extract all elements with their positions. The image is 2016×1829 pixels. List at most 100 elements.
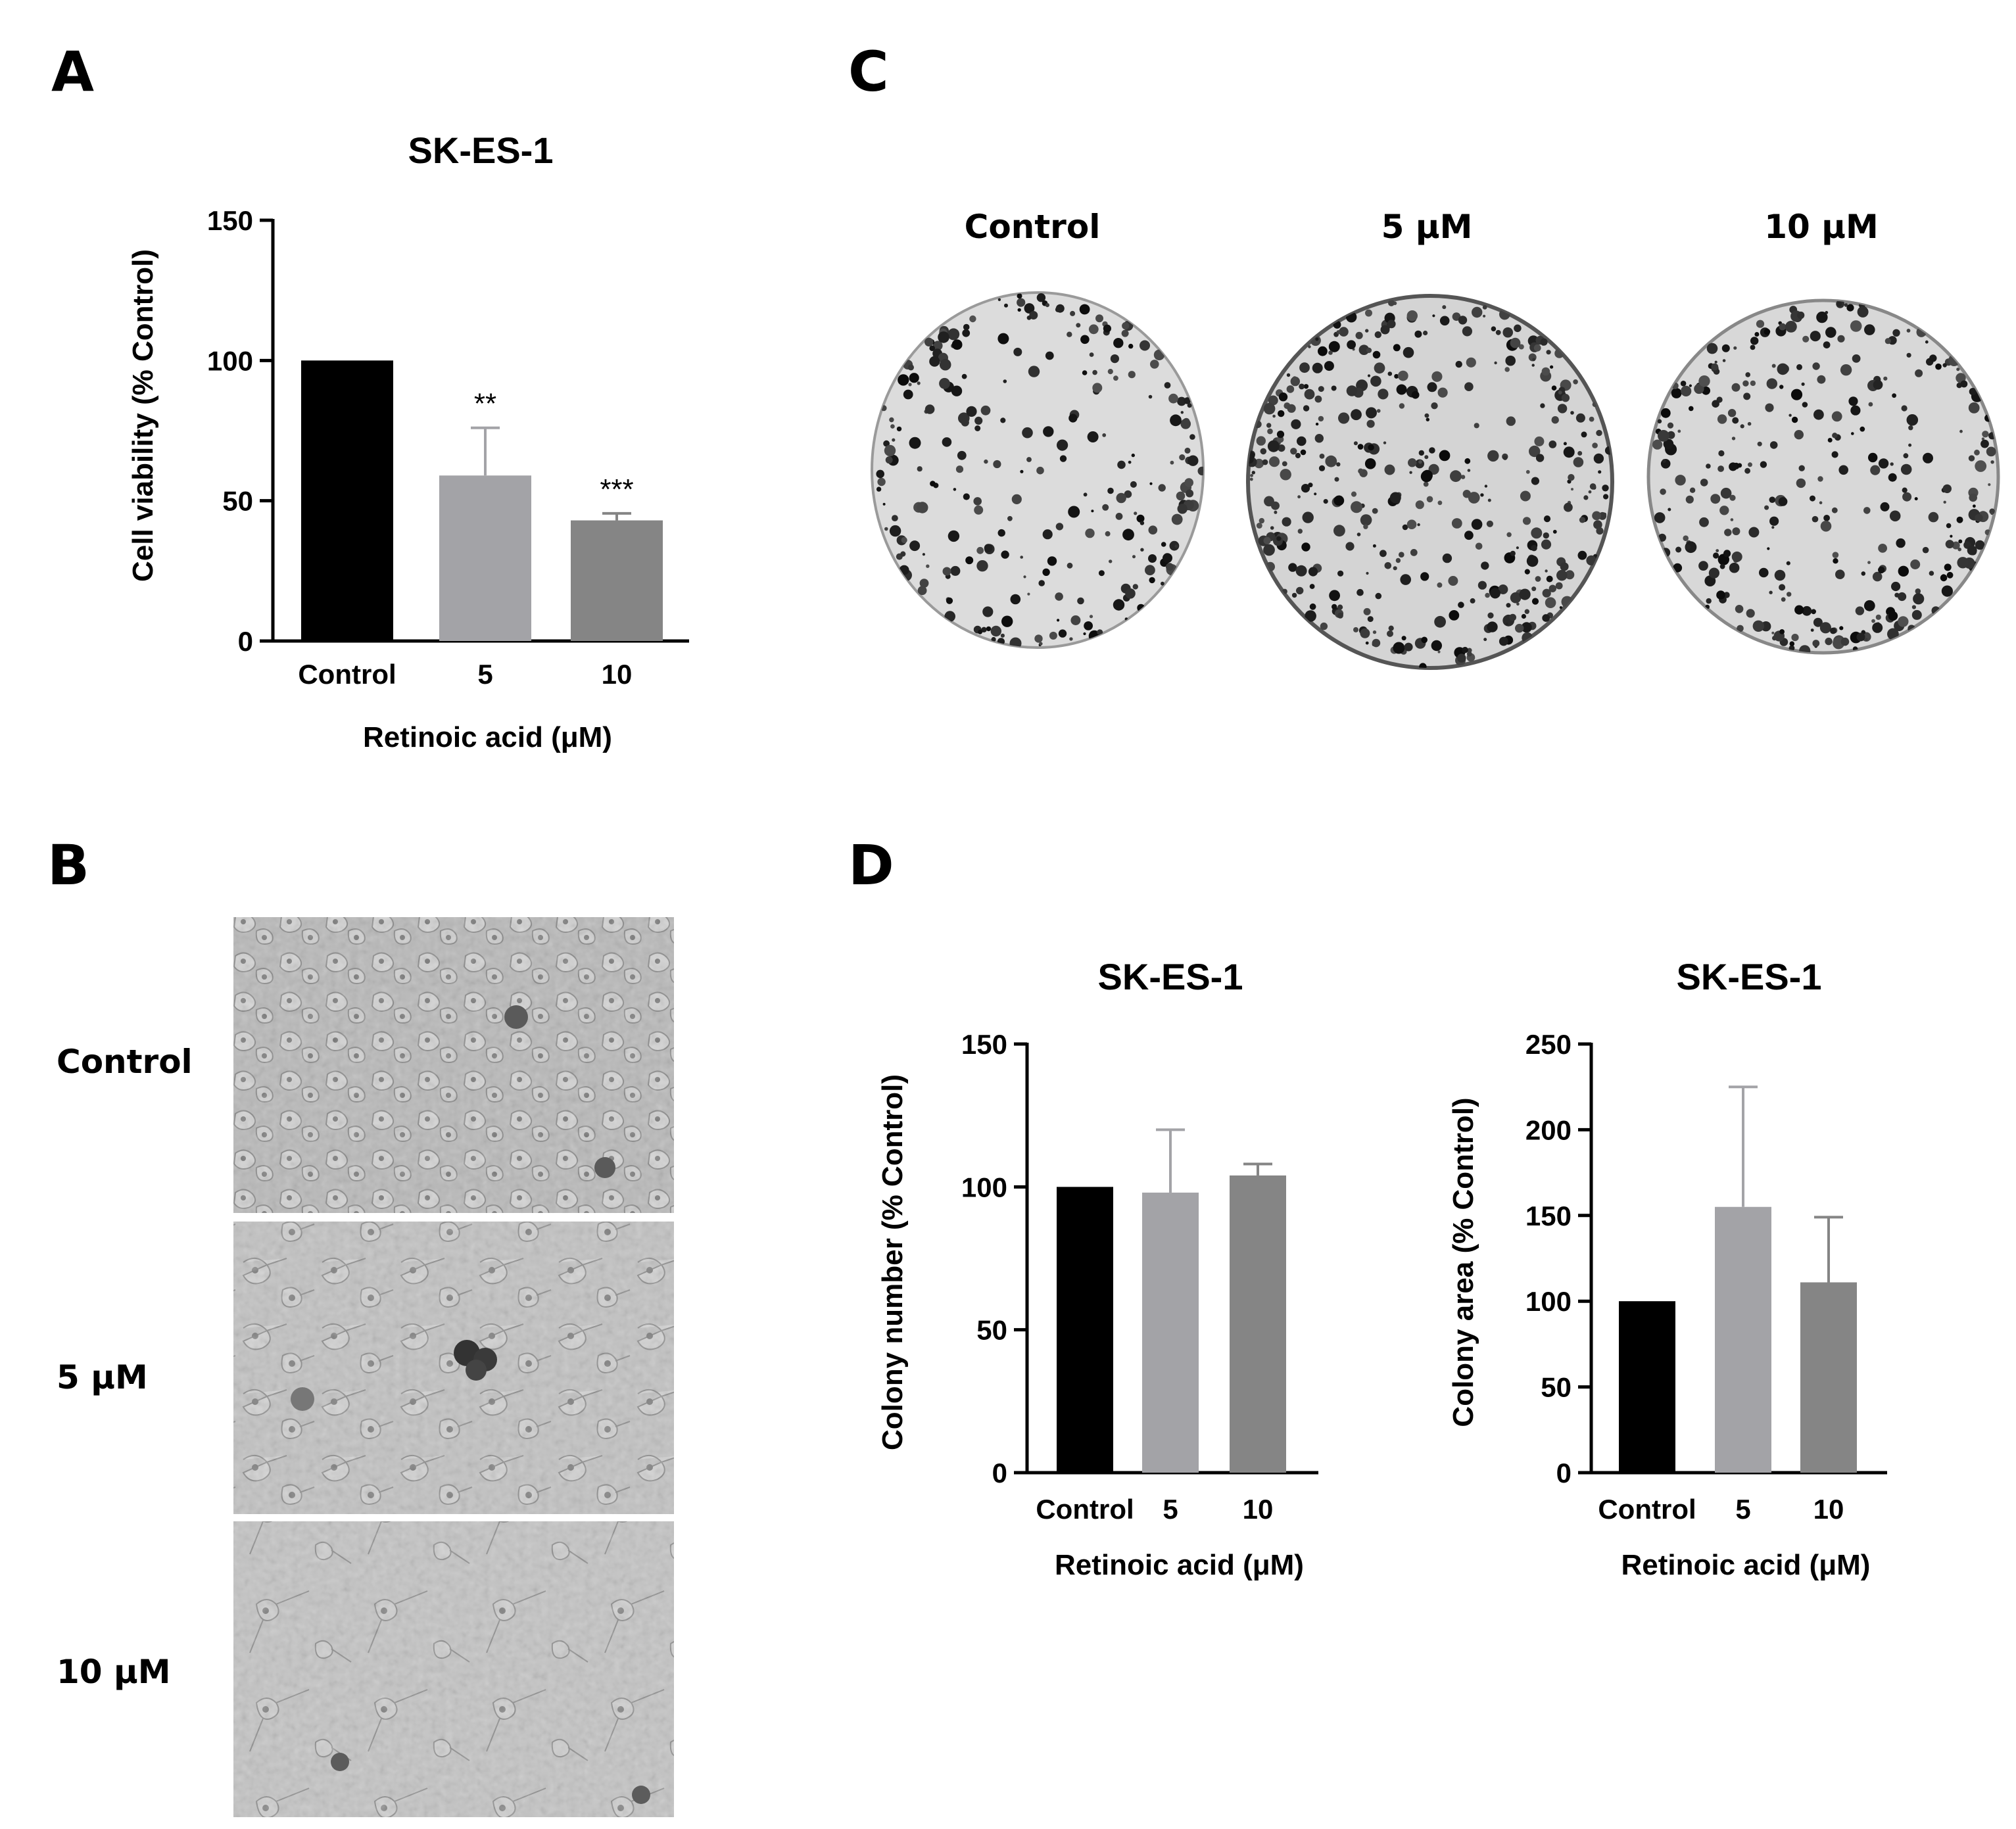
colony-dot	[1487, 613, 1493, 619]
colony-dot	[1083, 632, 1086, 635]
colony-dot	[889, 417, 894, 422]
colony-dot	[1431, 371, 1442, 382]
colony-dot	[1892, 393, 1896, 398]
colony-dot	[1389, 626, 1394, 631]
colony-dot	[1681, 386, 1691, 396]
colony-dot	[1715, 361, 1717, 364]
colony-dot	[1116, 513, 1123, 520]
colony-dot	[1558, 391, 1562, 394]
colony-dot	[1428, 382, 1437, 392]
colony-dot	[1541, 540, 1551, 550]
colony-dot	[1699, 517, 1709, 527]
colony-dot	[1090, 352, 1094, 357]
colony-dot	[1865, 638, 1867, 640]
colony-dot	[897, 427, 901, 431]
dish-label-control: Control	[965, 208, 1101, 246]
colony-dot	[1532, 358, 1535, 362]
colony-dot	[1431, 402, 1437, 409]
colony-dot	[1811, 629, 1814, 632]
colony-dot	[1057, 619, 1059, 621]
colony-dot	[1878, 567, 1884, 573]
colony-dot	[1502, 327, 1513, 338]
colony-dot	[1698, 561, 1708, 571]
colony-dot	[1860, 427, 1865, 432]
colony-dot	[1027, 316, 1032, 320]
colony-dot	[948, 531, 959, 542]
colony-dot	[966, 406, 976, 417]
colony-dot	[1560, 606, 1562, 609]
colony-dot	[1890, 462, 1894, 465]
colony-dot	[1907, 353, 1911, 358]
colony-dot	[1710, 494, 1720, 504]
colony-dot	[1324, 499, 1328, 504]
colony-dot	[1466, 358, 1476, 368]
colony-area-chart: SK-ES-1050100150200250Colony area (% Con…	[1447, 956, 1887, 1581]
colony-dot	[1509, 614, 1516, 621]
colony-dot	[1375, 331, 1381, 338]
colony-dot	[1948, 354, 1960, 366]
colony-dot	[1189, 434, 1195, 440]
colony-dot	[1821, 521, 1832, 532]
colony-dot	[1376, 593, 1382, 600]
colony-dot	[965, 556, 973, 564]
colony-dot	[998, 298, 1001, 301]
colony-dot	[1946, 540, 1954, 548]
micrograph-10um	[233, 1521, 674, 1817]
colony-dot	[1833, 552, 1839, 558]
colony-dot	[1318, 346, 1328, 356]
colony-dot	[1487, 521, 1493, 527]
colony-dot	[1168, 394, 1178, 404]
colony-dot	[1472, 519, 1483, 530]
colony-dot	[1506, 533, 1511, 537]
colony-dot	[1133, 584, 1138, 589]
colony-dot	[1770, 441, 1778, 449]
colony-dot	[1438, 500, 1443, 505]
colony-dot	[1923, 453, 1933, 463]
colony-dot	[1549, 585, 1556, 592]
colony-dot	[1902, 488, 1908, 493]
colony-dot	[1485, 485, 1487, 487]
colony-dot	[1373, 544, 1376, 548]
colony-dot	[1398, 371, 1408, 381]
colony-dot	[1929, 512, 1939, 523]
colony-dot	[1668, 423, 1673, 429]
colony-dot	[1366, 407, 1377, 418]
colony-dot	[1765, 404, 1773, 412]
colony-dot	[1740, 424, 1744, 428]
colony-dot	[1368, 616, 1374, 622]
colony-dot	[944, 611, 955, 622]
bar-1	[439, 475, 531, 641]
colony-dot	[974, 425, 980, 431]
colony-dot	[1149, 525, 1158, 534]
bar-2	[1800, 1283, 1857, 1473]
colony-dot	[1423, 331, 1428, 335]
y-tick-label: 0	[992, 1458, 1007, 1488]
colony-dot	[963, 493, 970, 500]
colony-dot	[1109, 559, 1112, 563]
colony-dot	[1779, 497, 1788, 506]
colony-dot	[1091, 510, 1093, 512]
colony-dot	[1419, 450, 1424, 456]
colony-dot	[1564, 446, 1575, 458]
colony-dot	[1812, 516, 1819, 523]
colony-dot	[1315, 337, 1318, 341]
colony-dot	[1729, 563, 1740, 573]
bar-0	[301, 360, 393, 641]
colony-dot	[1069, 637, 1072, 640]
colony-dot	[1943, 485, 1952, 493]
colony-dot	[1364, 608, 1371, 615]
colony-dot	[1337, 613, 1343, 619]
colony-dot	[1452, 518, 1462, 529]
colony-dot	[1779, 584, 1785, 590]
colony-dot	[1055, 307, 1061, 312]
colony-dot	[1891, 582, 1900, 591]
colony-dot	[1082, 370, 1088, 375]
x-tick-label-0: Control	[298, 659, 396, 690]
colony-dot	[1873, 380, 1883, 390]
colony-dot	[962, 329, 970, 337]
colony-dot	[1116, 493, 1126, 503]
colony-dot	[1400, 574, 1411, 585]
colony-dot	[1879, 458, 1888, 468]
colony-dot	[1070, 311, 1075, 316]
colony-dot	[1117, 461, 1126, 469]
